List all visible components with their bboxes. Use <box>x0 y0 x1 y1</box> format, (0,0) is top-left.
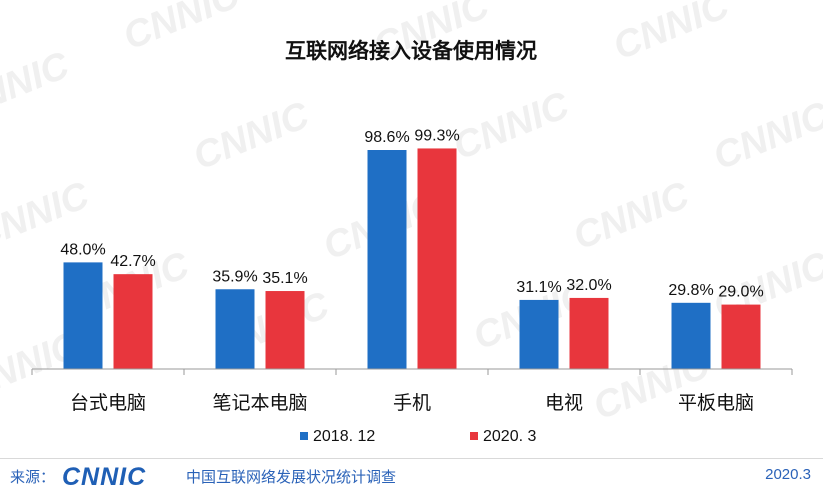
watermark-text: CNNIC <box>708 94 823 178</box>
category-label: 电视 <box>545 392 583 414</box>
bar-series2 <box>417 148 457 369</box>
source-footer: 来源： CNNIC 中国互联网络发展状况统计调查 2020.3 <box>0 458 823 493</box>
category-label: 笔记本电脑 <box>212 392 307 414</box>
watermark-text: CNNIC <box>568 174 696 258</box>
data-label: 29.0% <box>718 284 763 301</box>
cnnic-logo: CNNIC <box>62 463 146 489</box>
bar-series1 <box>671 302 711 369</box>
data-label: 98.6% <box>364 129 409 146</box>
source-label: 来源： <box>10 469 56 486</box>
chart-title: 互联网络接入设备使用情况 <box>285 39 537 63</box>
source-date: 2020.3 <box>765 466 811 483</box>
bar-series2 <box>265 291 305 369</box>
watermark-text: CNNIC <box>118 0 246 58</box>
cnnic-logo-text: CNNIC <box>62 463 146 489</box>
legend-swatch <box>300 432 308 440</box>
x-axis-ticks <box>31 369 793 375</box>
data-label: 42.7% <box>110 253 155 270</box>
data-label: 32.0% <box>566 277 611 294</box>
legend-label: 2020. 3 <box>483 428 536 445</box>
legend-label: 2018. 12 <box>313 428 375 445</box>
category-label: 平板电脑 <box>678 392 754 414</box>
bar-series2 <box>113 274 153 369</box>
data-label: 35.9% <box>212 268 257 285</box>
bars-layer <box>63 148 761 369</box>
watermark-text: CNNIC <box>188 94 316 178</box>
bar-series1 <box>63 262 103 369</box>
legend-swatch <box>470 432 478 440</box>
data-label: 48.0% <box>60 241 105 258</box>
bar-series1 <box>215 289 255 369</box>
watermark-text: CNNIC <box>448 84 576 168</box>
category-label: 台式电脑 <box>70 392 146 414</box>
source-name: 中国互联网络发展状况统计调查 <box>186 469 397 486</box>
bar-series2 <box>721 304 761 369</box>
bar-series1 <box>519 299 559 369</box>
bar-series1 <box>367 150 407 369</box>
x-axis-tick-labels: 台式电脑 笔记本电脑 手机 电视 平板电脑 <box>70 392 754 414</box>
data-label: 35.1% <box>262 270 307 287</box>
legend: 2018. 12 2020. 3 <box>300 428 536 445</box>
data-labels: 48.0% 42.7% 35.9% 35.1% 98.6% 99.3% 31.1% 32.0%… <box>60 127 763 300</box>
data-label: 29.8% <box>668 282 713 299</box>
category-label: 手机 <box>393 392 431 414</box>
data-label: 99.3% <box>414 127 459 144</box>
bar-series2 <box>569 297 609 369</box>
watermark-text: CNNIC <box>0 44 75 128</box>
data-label: 31.1% <box>516 279 561 296</box>
watermark-text: CNNIC <box>608 0 736 68</box>
